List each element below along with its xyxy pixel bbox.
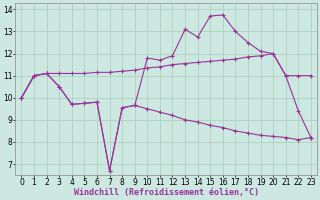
- X-axis label: Windchill (Refroidissement éolien,°C): Windchill (Refroidissement éolien,°C): [74, 188, 259, 197]
